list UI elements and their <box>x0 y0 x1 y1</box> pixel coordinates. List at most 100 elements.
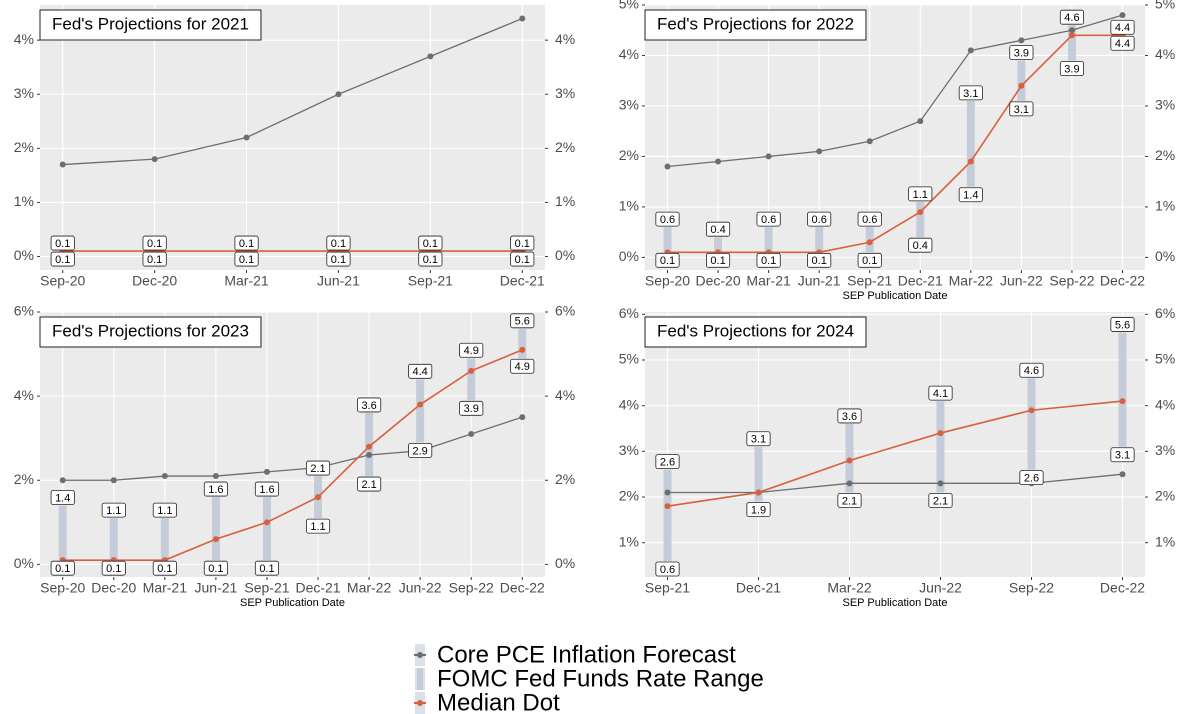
series-point <box>110 477 117 484</box>
value-label-box <box>203 560 228 576</box>
series-point <box>59 477 66 484</box>
range-bar <box>58 505 67 561</box>
value-label-box <box>655 454 680 470</box>
x-tick-label: Jun-22 <box>399 580 442 596</box>
x-tick-label: Mar-22 <box>949 273 994 289</box>
x-tick-label: Dec-21 <box>295 580 340 596</box>
value-label-box <box>958 85 983 101</box>
x-tick-label: Jun-21 <box>317 273 360 289</box>
value-label: 2.1 <box>933 495 948 507</box>
range-labels: 0.10.1 <box>142 235 167 267</box>
series-point <box>519 346 526 353</box>
x-axis-title: SEP Publication Date <box>240 597 345 609</box>
y2-tick-label: 0% <box>1155 248 1175 264</box>
series-point <box>519 414 526 421</box>
y-tick-label: 3% <box>619 442 639 458</box>
value-label: 2.1 <box>842 495 857 507</box>
value-label-box <box>958 187 983 203</box>
legend-label: Median Dot <box>437 689 560 714</box>
range-labels: 3.9 3.1 <box>1009 45 1034 117</box>
range-labels: 1.1 0.1 <box>101 502 126 576</box>
series-point <box>866 138 873 145</box>
value-label-box <box>326 251 351 267</box>
range-bar <box>1118 332 1127 447</box>
y-tick-label: 3% <box>619 97 639 113</box>
y-tick-label: 2% <box>14 139 34 155</box>
value-label-box <box>418 251 443 267</box>
value-label-box <box>510 313 535 329</box>
x-tick-label: Sep-22 <box>1009 580 1054 596</box>
value-label-box <box>807 211 832 227</box>
range-bar <box>467 358 476 401</box>
value-label-box <box>152 560 177 576</box>
range-labels: 1.1 0.4 <box>908 186 933 253</box>
x-tick-label: Dec-21 <box>898 273 943 289</box>
value-label: 0.1 <box>147 238 162 250</box>
series-point <box>335 91 342 98</box>
value-label: 1.1 <box>106 505 121 517</box>
value-label-box <box>706 221 731 237</box>
x-tick-label: Jun-21 <box>798 273 841 289</box>
series-line <box>667 34 1123 254</box>
value-label-box <box>408 363 433 379</box>
value-label: 0.1 <box>423 238 438 250</box>
series-point <box>1119 471 1126 478</box>
value-label: 1.4 <box>963 190 978 202</box>
y2-tick-label: 4% <box>1155 396 1175 412</box>
x-tick-label: Mar-21 <box>224 273 269 289</box>
value-label-box <box>254 560 280 576</box>
value-label: 0.1 <box>106 563 121 575</box>
value-label-box <box>655 561 680 577</box>
x-tick-label: Dec-22 <box>1100 580 1145 596</box>
title-frame <box>39 9 262 41</box>
series-point <box>1018 37 1025 44</box>
range-bar <box>1067 25 1076 61</box>
series-point <box>866 239 873 246</box>
title-frame <box>644 316 867 348</box>
value-label: 2.6 <box>660 457 675 469</box>
value-label-box <box>408 442 433 458</box>
range-labels: 1.4 0.1 <box>50 490 75 576</box>
value-label: 0.1 <box>423 254 438 266</box>
value-label-box <box>326 235 351 251</box>
series-point <box>664 503 671 510</box>
series-point <box>366 452 373 459</box>
range-labels: 2.1 1.1 <box>305 460 331 534</box>
title-box: Fed's Projections for 2023 <box>39 316 262 348</box>
value-label: 2.9 <box>413 445 428 457</box>
y2-tick-label: 3% <box>1155 97 1175 113</box>
value-label-box <box>1009 101 1034 117</box>
value-label: 3.6 <box>842 411 857 423</box>
value-label: 4.4 <box>1115 38 1130 50</box>
series-point <box>967 158 974 165</box>
x-tick-label: Mar-22 <box>827 580 872 596</box>
y-tick-label: 2% <box>619 147 639 163</box>
y2-tick-label: 2% <box>555 139 575 155</box>
series-line <box>667 14 1123 168</box>
x-tick-label: Sep-21 <box>244 580 289 596</box>
y2-tick-label: 1% <box>555 193 575 209</box>
x-tick-label: Sep-20 <box>645 273 690 289</box>
value-label: 0.1 <box>259 563 274 575</box>
value-label-box <box>1110 19 1135 35</box>
series-point <box>816 148 823 155</box>
x-tick-label: Dec-21 <box>736 580 781 596</box>
value-label-box <box>510 358 535 374</box>
value-label: 2.1 <box>361 479 376 491</box>
range-labels: 0.6 0.1 <box>756 211 781 268</box>
value-label-box <box>305 518 331 534</box>
value-label-box <box>756 252 781 268</box>
value-label: 2.1 <box>310 463 325 475</box>
value-label-box <box>837 408 862 424</box>
y-tick-label: 3% <box>14 85 34 101</box>
range-labels: 4.6 3.9 <box>1059 9 1084 76</box>
value-label-box <box>510 235 535 251</box>
value-label-box <box>908 186 933 202</box>
range-labels: 0.6 0.1 <box>655 211 680 268</box>
range-bar <box>109 518 118 561</box>
range-labels: 1.6 0.1 <box>254 481 280 576</box>
value-label-box <box>857 211 882 227</box>
value-label-box <box>807 252 832 268</box>
value-label-box <box>837 493 862 508</box>
x-tick-label: Jun-22 <box>919 580 962 596</box>
